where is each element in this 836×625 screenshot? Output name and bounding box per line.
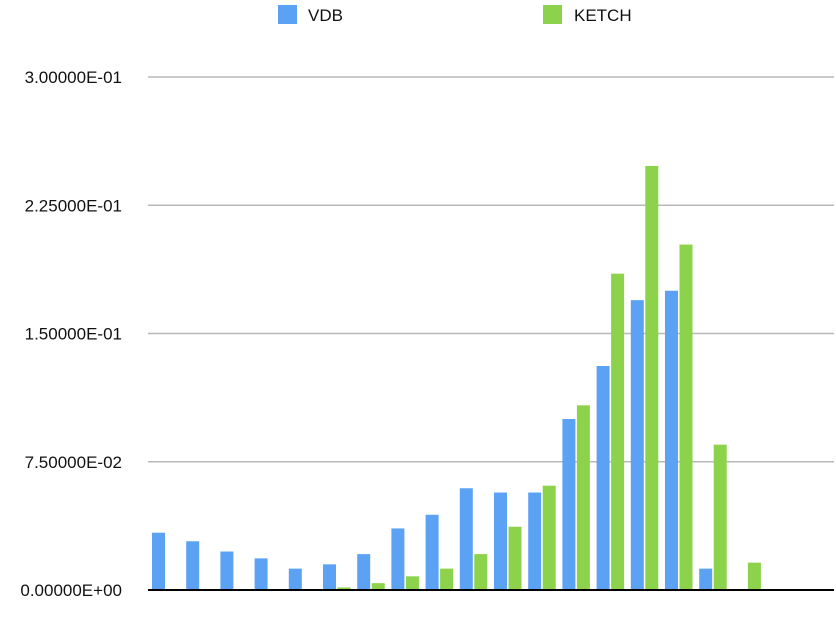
bars [152,165,761,591]
legend-label-vdb: VDB [308,6,343,25]
bar-vdb [596,365,610,590]
bar-ketch [440,568,454,590]
y-tick-label: 1.50000E-01 [25,325,122,344]
bar-ketch [508,526,522,590]
bar-vdb [528,492,542,590]
bar-ketch [611,273,625,590]
bar-ketch [645,165,659,591]
bar-ketch [576,405,590,590]
legend-label-ketch: KETCH [574,6,632,25]
legend: VDB KETCH [278,5,632,25]
bar-vdb [494,492,507,590]
y-axis-tick-labels: 0.00000E+00 7.50000E-02 1.50000E-01 2.25000… [20,68,122,600]
bar-vdb [186,541,200,590]
bar-vdb [699,568,713,590]
bar-ketch [713,444,727,590]
bar-vdb [562,419,576,590]
bar-vdb [665,290,678,590]
bar-vdb [391,528,405,590]
bar-ketch [542,485,556,590]
legend-swatch-vdb [278,5,297,24]
bar-vdb [425,514,439,590]
bar-vdb [323,564,336,590]
gridlines [148,76,834,463]
y-tick-label: 7.50000E-02 [25,453,122,472]
bar-ketch [371,583,385,590]
bar-ketch [474,554,488,590]
y-tick-label: 0.00000E+00 [20,581,122,600]
bar-vdb [254,558,268,590]
bar-ketch [679,244,693,590]
bar-vdb [630,300,644,590]
bar-vdb [152,532,165,590]
bar-ketch [747,562,761,590]
y-tick-label: 2.25000E-01 [25,196,122,215]
bar-ketch [337,587,351,590]
bar-vdb [357,554,371,590]
y-tick-label: 3.00000E-01 [25,68,122,87]
bar-vdb [288,568,302,590]
bar-ketch [405,576,419,590]
bar-vdb [459,488,473,590]
bar-vdb [220,551,234,590]
legend-swatch-ketch [543,5,562,24]
